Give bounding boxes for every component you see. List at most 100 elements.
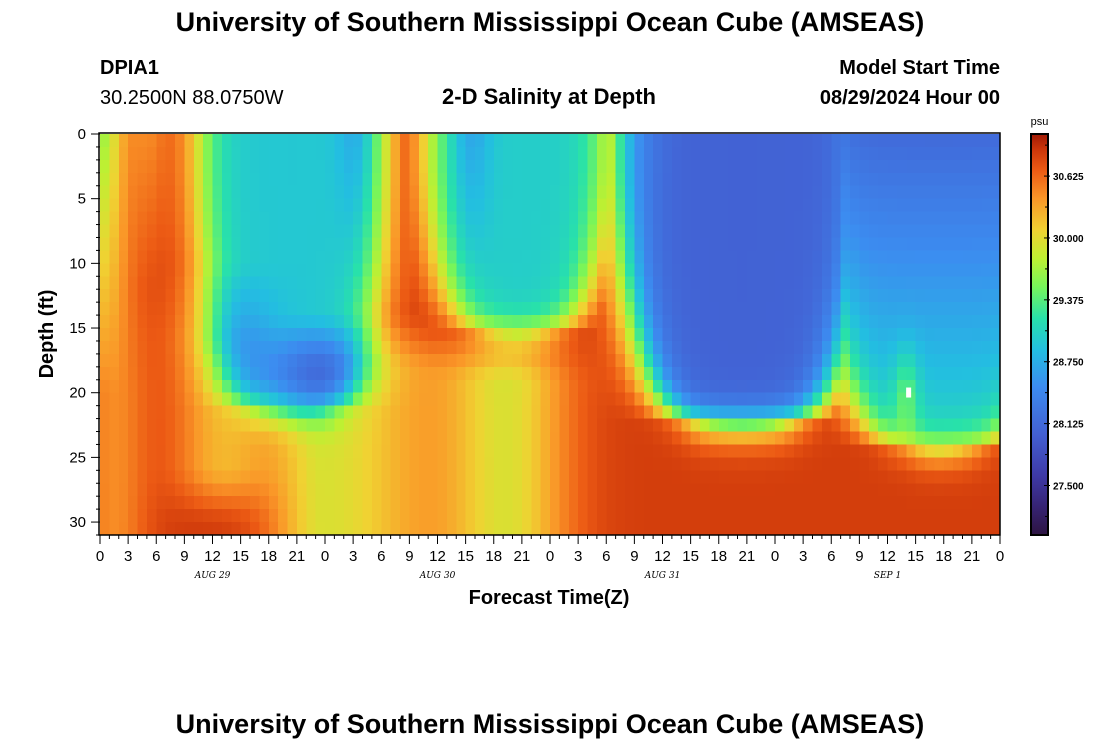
heatmap-cell <box>221 328 232 342</box>
heatmap-cell <box>306 366 317 381</box>
heatmap-cell <box>915 289 926 303</box>
heatmap-cell <box>371 328 382 342</box>
heatmap-cell <box>953 237 964 252</box>
heatmap-cell <box>428 379 439 394</box>
heatmap-cell <box>859 146 870 161</box>
heatmap-cell <box>718 159 729 174</box>
heatmap-cell <box>568 496 579 510</box>
heatmap-cell <box>793 172 804 187</box>
heatmap-cell <box>943 470 954 484</box>
heatmap-cell <box>653 457 664 471</box>
heatmap-cell <box>943 405 954 420</box>
heatmap-cell <box>615 353 626 368</box>
heatmap-cell <box>934 379 945 394</box>
heatmap-cell <box>953 250 964 264</box>
heatmap-cell <box>512 237 523 252</box>
heatmap-cell <box>221 340 232 355</box>
heatmap-cell <box>784 237 795 252</box>
heatmap-cell <box>746 470 757 484</box>
heatmap-cell <box>484 405 495 420</box>
heatmap-cell <box>325 134 335 148</box>
heatmap-cell <box>165 172 176 187</box>
heatmap-cell <box>615 134 626 148</box>
heatmap-cell <box>418 353 429 368</box>
heatmap-cell <box>868 250 879 264</box>
heatmap-cell <box>156 289 167 303</box>
heatmap-cell <box>418 185 429 200</box>
heatmap-cell <box>615 263 626 277</box>
heatmap-cell <box>100 185 110 200</box>
heatmap-cell <box>334 353 345 368</box>
heatmap-cell <box>559 159 570 174</box>
heatmap-cell <box>606 392 617 407</box>
heatmap-cell <box>971 431 982 446</box>
heatmap-cell <box>662 379 673 394</box>
heatmap-cell <box>400 134 410 148</box>
heatmap-cell <box>559 470 570 484</box>
heatmap-cell <box>868 172 879 187</box>
heatmap-cell <box>137 509 148 523</box>
heatmap-cell <box>371 366 382 381</box>
heatmap-cell <box>550 198 560 213</box>
x-day-label: SEP 1 <box>874 571 901 581</box>
heatmap-cell <box>306 289 317 303</box>
heatmap-cell <box>962 444 973 458</box>
heatmap-cell <box>484 392 495 407</box>
heatmap-cell <box>296 185 307 200</box>
heatmap-cell <box>578 250 589 264</box>
heatmap-cell <box>465 198 476 213</box>
heatmap-cell <box>559 457 570 471</box>
heatmap-cell <box>596 159 607 174</box>
heatmap-cell <box>700 340 710 355</box>
heatmap-cell <box>700 237 710 252</box>
heatmap-cell <box>259 340 270 355</box>
heatmap-cell <box>962 509 973 523</box>
heatmap-cell <box>700 418 710 433</box>
heatmap-cell <box>531 353 542 368</box>
heatmap-cell <box>128 159 139 174</box>
heatmap-cell <box>278 315 289 329</box>
heatmap-cell <box>268 457 279 471</box>
heatmap-cell <box>653 250 664 264</box>
heatmap-cell <box>887 509 898 523</box>
heatmap-cell <box>240 340 251 355</box>
heatmap-cell <box>493 340 504 355</box>
heatmap-cell <box>409 457 420 471</box>
heatmap-cell <box>821 276 832 290</box>
heatmap-cell <box>718 172 729 187</box>
heatmap-cell <box>681 379 692 394</box>
heatmap-cell <box>493 211 504 226</box>
heatmap-cell <box>250 276 260 290</box>
heatmap-cell <box>718 353 729 368</box>
heatmap-cell <box>428 328 439 342</box>
heatmap-cell <box>859 418 870 433</box>
heatmap-cell <box>184 496 195 510</box>
heatmap-cell <box>737 302 748 316</box>
heatmap-cell <box>971 379 982 394</box>
heatmap-cell <box>165 134 176 148</box>
heatmap-cell <box>203 444 214 458</box>
heatmap-cell <box>540 353 551 368</box>
heatmap-cell <box>728 146 739 161</box>
heatmap-cell <box>503 457 514 471</box>
heatmap-cell <box>915 263 926 277</box>
heatmap-cell <box>737 496 748 510</box>
heatmap-cell <box>371 418 382 433</box>
heatmap-cell <box>718 263 729 277</box>
heatmap-cell <box>456 250 467 264</box>
heatmap-cell <box>850 431 860 446</box>
heatmap-cell <box>840 263 851 277</box>
heatmap-cell <box>400 185 410 200</box>
heatmap-cell <box>812 172 823 187</box>
heatmap-cell <box>353 328 364 342</box>
heatmap-cell <box>175 172 185 187</box>
heatmap-cell <box>156 340 167 355</box>
heatmap-cell <box>821 353 832 368</box>
x-tick-label: 6 <box>377 548 385 565</box>
heatmap-cell <box>493 392 504 407</box>
heatmap-cell <box>325 379 335 394</box>
heatmap-cell <box>287 509 298 523</box>
heatmap-cell <box>437 418 448 433</box>
heatmap-cell <box>803 483 814 497</box>
heatmap-cell <box>371 379 382 394</box>
